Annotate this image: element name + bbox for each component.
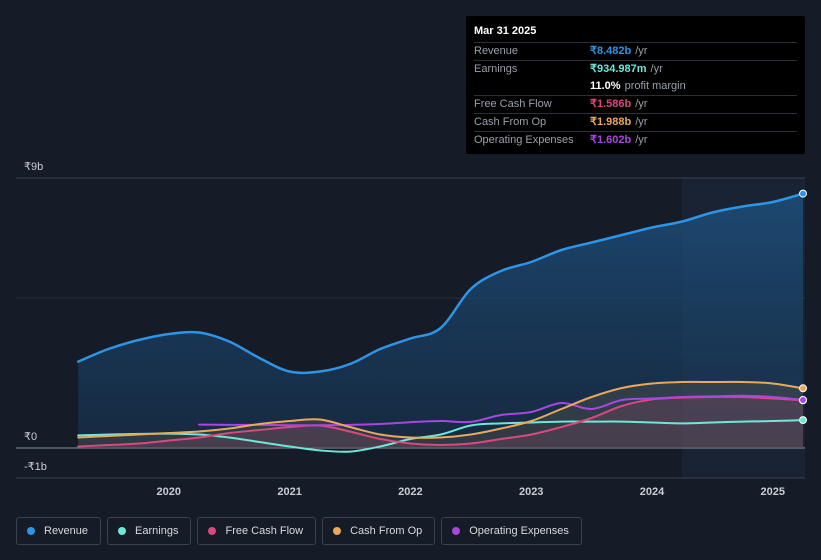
tooltip-label: Operating Expenses	[474, 134, 574, 146]
legend-label: Free Cash Flow	[225, 525, 304, 537]
revenue-line	[76, 192, 805, 375]
tooltip-row-earnings: Earnings ₹934.987m /yr	[474, 60, 797, 78]
legend-item-revenue[interactable]: Revenue	[16, 517, 102, 545]
revenue-area	[78, 193, 803, 448]
x-tick-label-2023: 2023	[519, 486, 543, 498]
tooltip-row-cash-from-op: Cash From Op ₹1.988b /yr	[474, 113, 797, 131]
tooltip-label	[474, 78, 590, 95]
tooltip-row-profit-margin: 11.0% profit margin	[474, 78, 797, 95]
revenue-endpoint	[799, 189, 807, 198]
data-tooltip: Mar 31 2025 Revenue ₹8.482b /yr Earnings…	[466, 16, 805, 154]
x-tick-label-2022: 2022	[398, 486, 422, 498]
tooltip-label: Free Cash Flow	[474, 98, 552, 110]
tooltip-value: 11.0%	[590, 80, 621, 92]
tooltip-value: ₹1.586b	[590, 98, 632, 110]
y-tick-label-bottom: -₹1b	[24, 461, 47, 473]
legend-dot-icon	[452, 527, 461, 535]
tooltip-unit: /yr	[635, 98, 648, 110]
legend-label: Operating Expenses	[469, 525, 569, 537]
tooltip-unit: /yr	[635, 45, 648, 57]
tooltip-row-operating-expenses: Operating Expenses ₹1.602b /yr	[474, 131, 797, 149]
tooltip-label: Cash From Op	[474, 116, 547, 128]
legend-dot-icon	[333, 527, 342, 535]
legend-item-cash-from-op[interactable]: Cash From Op	[322, 517, 436, 545]
chart-legend: Revenue Earnings Free Cash Flow Cash Fro…	[16, 517, 582, 545]
earnings-endpoint	[799, 416, 807, 425]
y-tick-label-zero: ₹0	[24, 431, 37, 443]
tooltip-unit: /yr	[635, 134, 648, 146]
tooltip-unit: profit margin	[624, 80, 686, 92]
x-tick-label-2025: 2025	[761, 486, 785, 498]
financials-chart: ₹9b ₹0 -₹1b 2020 2021 2022 2023 2024 202…	[16, 161, 807, 498]
legend-dot-icon	[208, 527, 217, 535]
legend-item-earnings[interactable]: Earnings	[107, 517, 192, 545]
earnings-line	[77, 419, 804, 453]
legend-item-free-cash-flow[interactable]: Free Cash Flow	[197, 517, 317, 545]
legend-item-operating-expenses[interactable]: Operating Expenses	[441, 517, 582, 545]
legend-label: Cash From Op	[350, 525, 423, 537]
tooltip-row-revenue: Revenue ₹8.482b /yr	[474, 42, 797, 60]
tooltip-date: Mar 31 2025	[474, 25, 537, 37]
tooltip-value: ₹8.482b	[590, 45, 632, 57]
legend-label: Revenue	[44, 525, 89, 537]
cash-from-op-endpoint	[799, 384, 807, 393]
y-tick-label-top: ₹9b	[24, 161, 43, 173]
tooltip-label: Earnings	[474, 63, 518, 75]
tooltip-unit: /yr	[635, 116, 648, 128]
legend-dot-icon	[118, 527, 127, 535]
operating-expenses-line	[198, 394, 804, 427]
tooltip-label: Revenue	[474, 45, 519, 57]
cash-from-op-line	[77, 380, 804, 439]
cash-from-op-area	[78, 381, 803, 448]
x-tick-label-2024: 2024	[640, 486, 665, 498]
tooltip-row-free-cash-flow: Free Cash Flow ₹1.586b /yr	[474, 95, 797, 113]
tooltip-unit: /yr	[650, 63, 663, 75]
tooltip-value: ₹1.988b	[590, 116, 632, 128]
tooltip-value: ₹1.602b	[590, 134, 632, 146]
free-cash-flow-area	[78, 396, 803, 448]
tooltip-value: ₹934.987m	[590, 63, 647, 75]
x-tick-label-2020: 2020	[157, 486, 181, 498]
legend-dot-icon	[27, 527, 35, 535]
x-tick-label-2021: 2021	[277, 486, 301, 498]
operating-expenses-endpoint	[799, 396, 807, 404]
legend-label: Earnings	[135, 525, 179, 537]
